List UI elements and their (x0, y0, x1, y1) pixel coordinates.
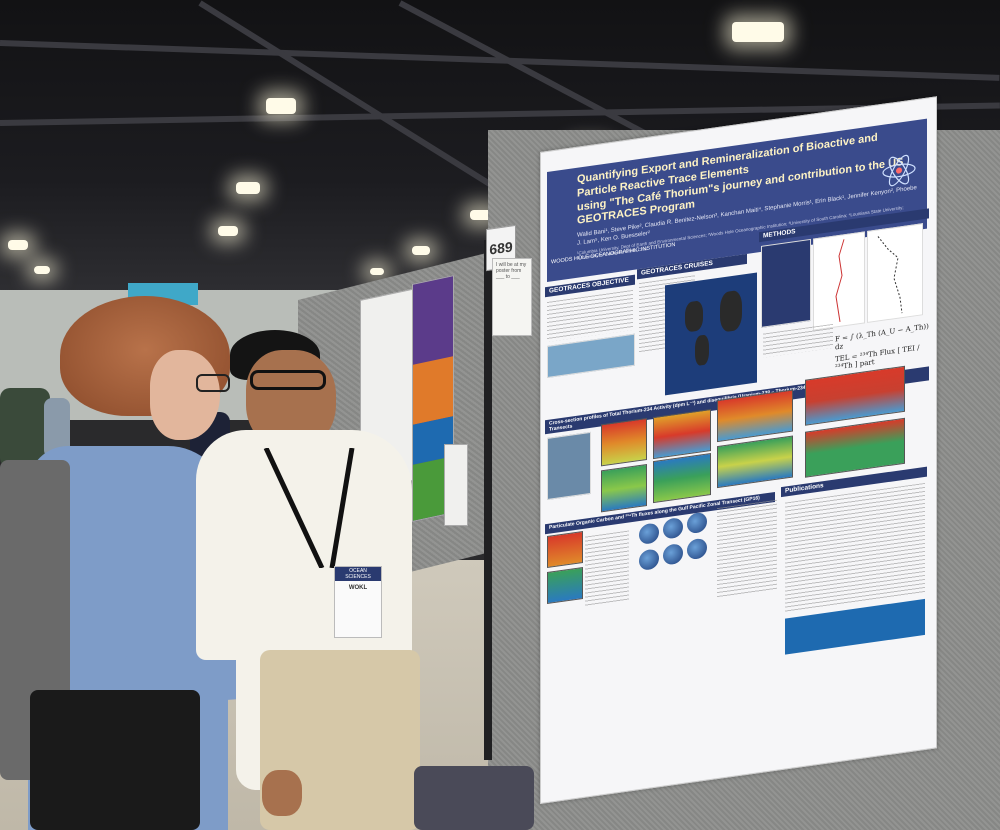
carbon-heatmap (547, 566, 583, 605)
ceiling-light (236, 182, 260, 194)
fieldwork-photo (547, 431, 591, 501)
flux-profile-grid (717, 499, 777, 599)
section-heatmap (601, 463, 647, 513)
ocean-photo (547, 333, 635, 379)
carbon-heatmap (547, 530, 583, 569)
lanyard-strap (263, 446, 355, 570)
globe-icon (663, 542, 683, 566)
method-equations (763, 323, 833, 358)
globe-icon (639, 548, 659, 572)
profile-curve (877, 236, 903, 314)
ceiling-light (412, 246, 430, 255)
section-heatmap (653, 408, 711, 460)
section-heatmap (805, 417, 905, 478)
far-poster-note (444, 444, 468, 526)
section-heatmap (717, 435, 793, 489)
world-map-transects (665, 272, 757, 396)
name-badge: OCEAN SCIENCES WOKL (334, 566, 382, 638)
ceiling-light (732, 22, 784, 42)
ceiling-beam (0, 40, 1000, 81)
badge-name: WOKL (348, 585, 368, 591)
profile-plot-1 (813, 231, 865, 331)
profile-plot-2 (867, 223, 923, 324)
ceiling-light (266, 98, 296, 114)
section-heatmap (601, 417, 647, 467)
ceiling-light (8, 240, 28, 250)
badge-event: OCEAN SCIENCES (335, 567, 381, 581)
continent-shape (695, 334, 709, 367)
objective-text (547, 289, 633, 343)
continent-shape (685, 300, 703, 333)
black-bag (30, 690, 200, 830)
man-hand (262, 770, 302, 816)
woman-face (150, 350, 220, 440)
poster-color-band (413, 356, 453, 425)
ceiling-light (470, 210, 494, 220)
board-post (484, 240, 492, 760)
atom-logo-icon (882, 154, 916, 187)
lanyard (262, 446, 372, 570)
globe-icon (687, 511, 707, 535)
floor-backpack (414, 766, 534, 830)
woman-glasses (196, 374, 230, 392)
ceiling-light (218, 226, 238, 236)
publications-list (785, 482, 925, 613)
globe-icon (639, 522, 659, 546)
poster-header: Quantifying Export and Remineralization … (547, 118, 927, 283)
globe-icon (687, 537, 707, 561)
ceiling-light (370, 268, 384, 275)
profile-curve (835, 239, 845, 322)
presenter-time-card: I will be at my poster from ___ to ___ (492, 258, 532, 336)
carbon-profiles (585, 530, 629, 607)
man-glasses (250, 370, 326, 390)
research-poster: Quantifying Export and Remineralization … (540, 96, 937, 804)
section-heatmap (805, 365, 905, 426)
ceiling-light (34, 266, 50, 274)
sample-tray-photo (761, 238, 811, 328)
globe-icon (663, 516, 683, 540)
section-heatmap (653, 452, 711, 504)
continent-shape (720, 289, 742, 333)
